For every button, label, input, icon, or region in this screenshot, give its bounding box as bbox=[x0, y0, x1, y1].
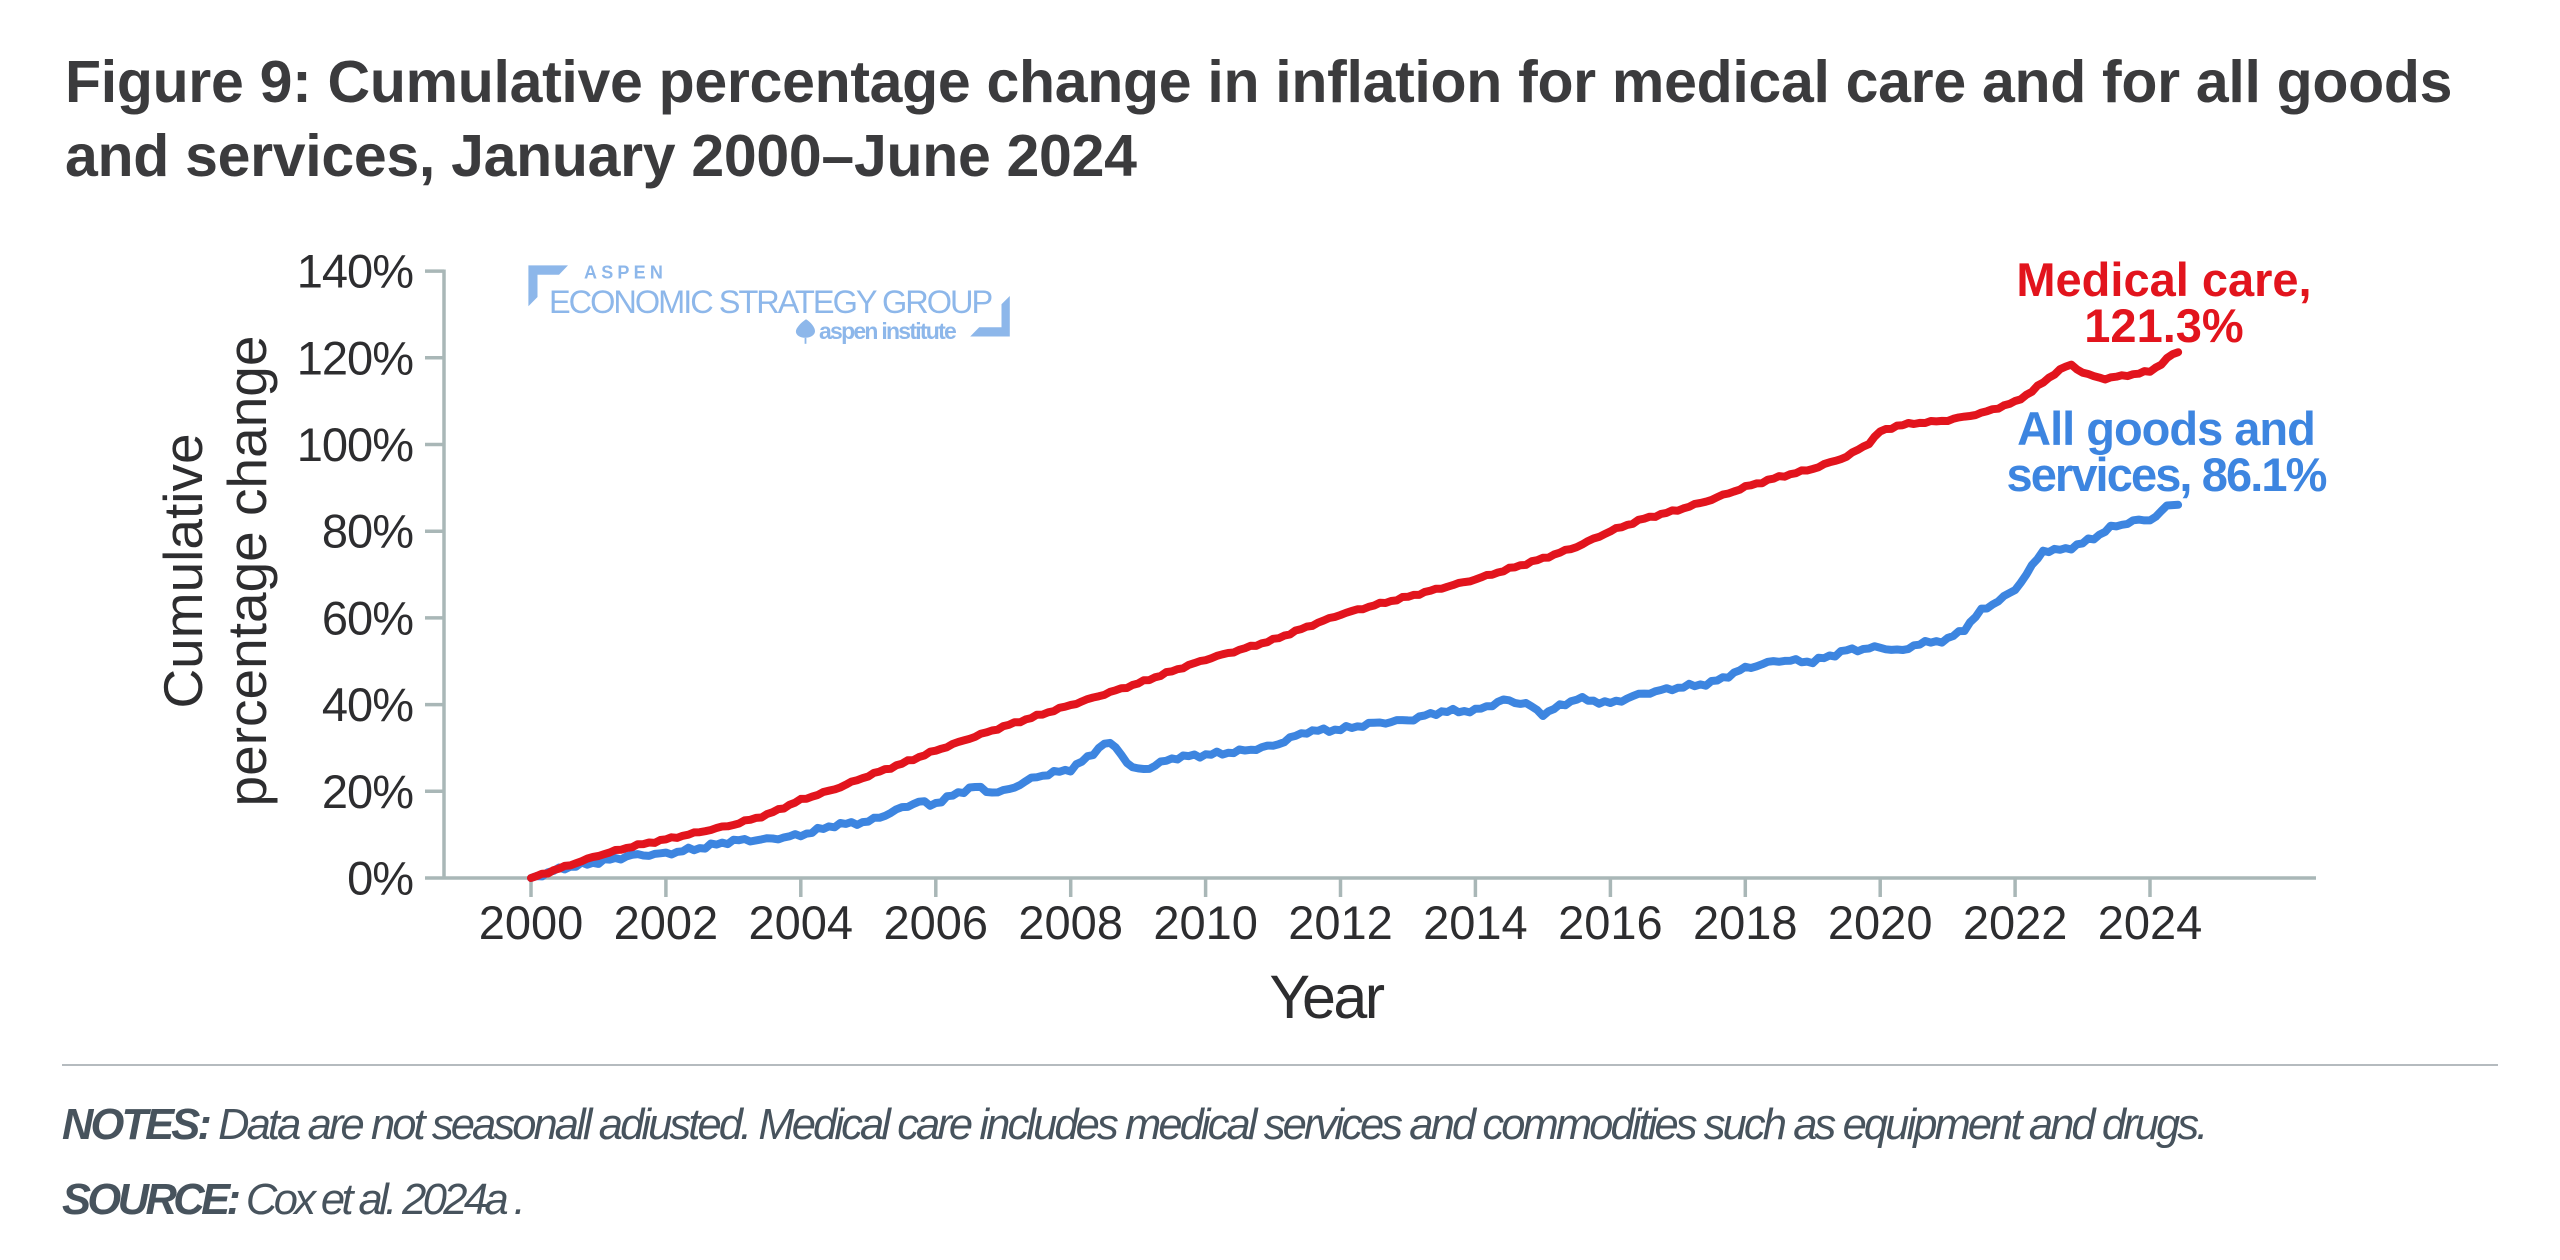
svg-text:120%: 120% bbox=[297, 331, 413, 384]
svg-text:2002: 2002 bbox=[614, 896, 719, 949]
svg-text:60%: 60% bbox=[322, 591, 413, 644]
svg-text:2022: 2022 bbox=[1963, 896, 2068, 949]
svg-text:40%: 40% bbox=[322, 678, 413, 731]
svg-text:80%: 80% bbox=[322, 505, 413, 558]
svg-text:2012: 2012 bbox=[1288, 896, 1393, 949]
svg-text:Cumulative: Cumulative bbox=[152, 433, 214, 708]
svg-text:2004: 2004 bbox=[749, 896, 854, 949]
svg-text:2006: 2006 bbox=[884, 896, 989, 949]
svg-text:2000: 2000 bbox=[479, 896, 584, 949]
svg-text:2020: 2020 bbox=[1828, 896, 1933, 949]
svg-text:services, 86.1%: services, 86.1% bbox=[2006, 448, 2326, 501]
svg-text:2008: 2008 bbox=[1018, 896, 1123, 949]
svg-text:Medical care,: Medical care, bbox=[2016, 253, 2311, 306]
svg-text:ASPEN: ASPEN bbox=[584, 263, 667, 283]
svg-text:2016: 2016 bbox=[1558, 896, 1663, 949]
svg-text:121.3%: 121.3% bbox=[2084, 299, 2243, 352]
svg-text:0%: 0% bbox=[347, 852, 413, 905]
svg-text:All goods and: All goods and bbox=[2017, 402, 2315, 455]
svg-text:2014: 2014 bbox=[1423, 896, 1528, 949]
svg-text:ECONOMIC STRATEGY GROUP: ECONOMIC STRATEGY GROUP bbox=[549, 284, 991, 320]
svg-text:2024: 2024 bbox=[2098, 896, 2203, 949]
svg-text:percentage change: percentage change bbox=[216, 336, 278, 807]
svg-text:aspen institute: aspen institute bbox=[819, 318, 956, 344]
svg-text:100%: 100% bbox=[297, 418, 413, 471]
svg-text:Year: Year bbox=[1269, 963, 1384, 1031]
svg-text:2018: 2018 bbox=[1693, 896, 1798, 949]
svg-text:20%: 20% bbox=[322, 765, 413, 818]
svg-text:2010: 2010 bbox=[1153, 896, 1258, 949]
svg-text:140%: 140% bbox=[297, 245, 413, 298]
